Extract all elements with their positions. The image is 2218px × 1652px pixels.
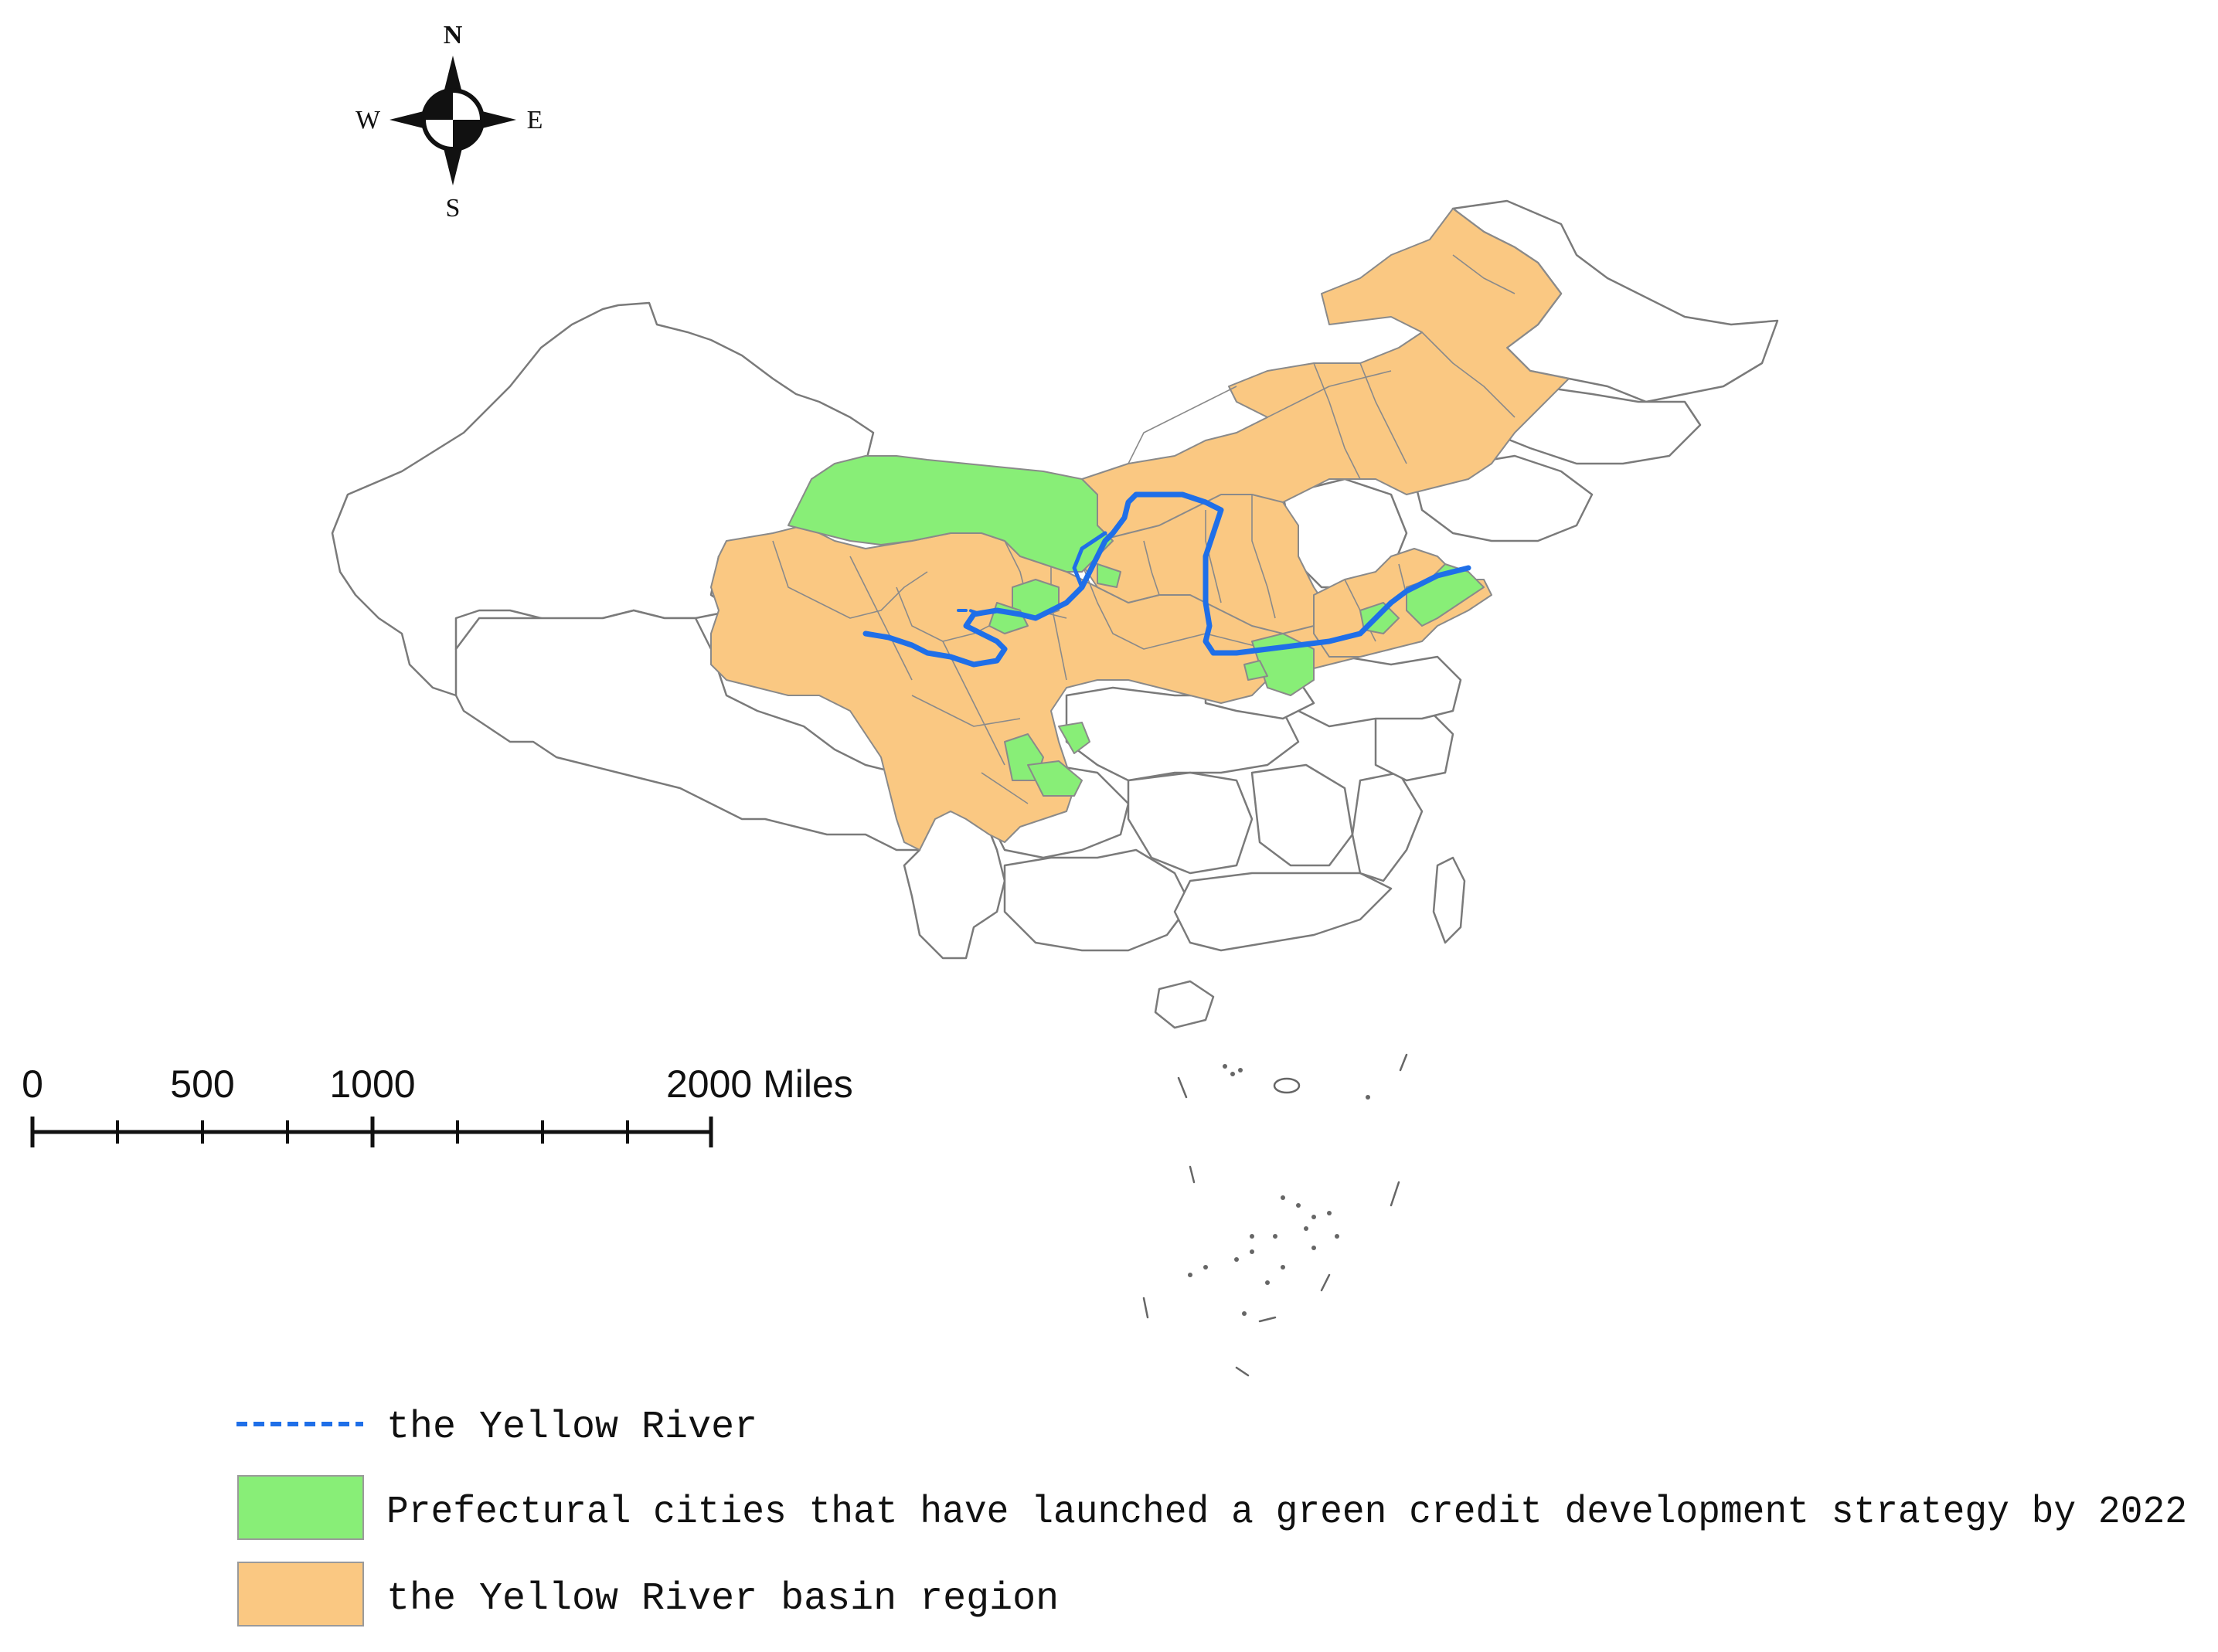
green-city-sichuan-3 [1058,722,1090,754]
south-china-sea-dots [1188,1064,1370,1316]
scale-label-0: 0 [22,1062,43,1106]
province-hainan [1154,980,1215,1029]
yellow-river-line [862,491,1471,668]
province-hunan [1127,771,1254,875]
compass-south-label: S [446,194,461,223]
legend-label-green-credit: Prefectural cities that have launched a … [386,1491,2187,1535]
province-guangdong [1173,872,1393,952]
province-taiwan [1432,856,1466,944]
north-arrow-icon: N S W E [355,21,543,223]
compass-north-label: N [444,21,463,49]
compass-east-label: E [527,106,543,134]
scale-label-2000-miles: 2000 Miles [666,1062,853,1106]
green-city-sichuan-2 [1027,760,1083,797]
green-city-gansu-small [1097,563,1121,588]
legend-item-green-credit: Prefectural cities that have launched a … [237,1475,2187,1540]
legend-item-yellow-river: the Yellow River [236,1406,757,1450]
province-anhui-jiangsu [1297,655,1462,728]
scale-bar: 0 500 1000 2000 Miles [22,1062,853,1147]
province-jilin [1490,385,1702,465]
legend-item-basin: the Yellow River basin region [237,1562,1059,1627]
scale-label-500: 500 [170,1062,234,1106]
province-fujian [1351,771,1424,882]
legend: the Yellow River Prefectural cities that… [236,1406,2187,1627]
legend-green-swatch [237,1475,364,1540]
south-china-sea-islands [1142,1053,1408,1377]
legend-label-basin: the Yellow River basin region [386,1577,1059,1621]
green-city-shanxi-small [1243,660,1268,681]
green-credit-cities [788,455,1485,797]
scale-label-1000: 1000 [329,1062,415,1106]
province-tibet [454,609,929,851]
legend-basin-swatch [237,1562,364,1627]
province-jiangxi [1250,763,1354,867]
province-guangxi [1003,848,1192,952]
green-city-shandong-east [1406,563,1485,627]
compass-west-label: W [355,106,381,134]
legend-label-yellow-river: the Yellow River [386,1406,757,1450]
green-city-alxa-bayannur [788,455,1114,573]
